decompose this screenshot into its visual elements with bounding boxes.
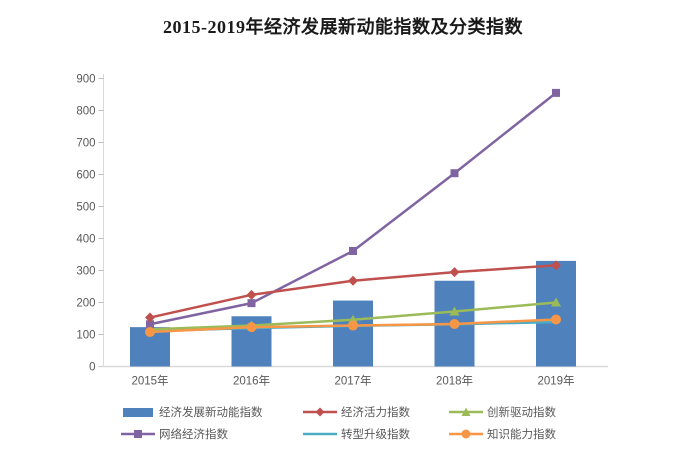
legend-label: 经济活力指数 bbox=[341, 407, 410, 419]
legend-label: 网络经济指数 bbox=[159, 429, 228, 441]
series-marker-diamond bbox=[551, 260, 561, 271]
line-triangle-swatch-icon bbox=[449, 407, 483, 416]
series-marker-square bbox=[247, 299, 256, 308]
y-axis-tick-label: 100 bbox=[76, 330, 95, 342]
legend-item-economic-vitality-index: 经济活力指数 bbox=[302, 404, 448, 420]
series-marker-circle bbox=[145, 326, 155, 337]
y-axis-tick-label: 800 bbox=[76, 106, 95, 118]
legend-label: 创新驱动指数 bbox=[487, 407, 556, 419]
line-diamond-swatch-icon bbox=[303, 407, 337, 417]
series-marker-diamond bbox=[449, 267, 460, 278]
legend-label: 知识能力指数 bbox=[487, 429, 556, 441]
legend-label: 转型升级指数 bbox=[341, 429, 410, 441]
series-marker-square bbox=[146, 320, 154, 329]
chart-plot-area: 0 100 200 300 400 500 600 700 800 900 2015年 2016年 20… bbox=[76, 74, 608, 388]
x-axis-category-label: 2017年 bbox=[334, 374, 371, 388]
x-axis-category-label: 2016年 bbox=[233, 374, 270, 388]
series-marker-diamond bbox=[145, 312, 155, 323]
y-axis-tick-label: 700 bbox=[76, 138, 95, 150]
legend-item-innovation-driven-index: 创新驱动指数 bbox=[448, 404, 588, 420]
series-marker-square bbox=[552, 88, 560, 97]
bar bbox=[333, 300, 373, 367]
series-marker-diamond bbox=[348, 275, 358, 286]
y-axis-tick-label: 0 bbox=[89, 362, 95, 374]
series-marker-square bbox=[450, 169, 459, 178]
legend-item-new-momentum-index: 经济发展新动能指数 bbox=[120, 404, 302, 420]
series-marker-circle bbox=[551, 314, 561, 325]
y-axis-tick-label: 900 bbox=[76, 74, 95, 86]
series-marker-square bbox=[349, 246, 357, 255]
y-axis-tick-label: 400 bbox=[76, 234, 95, 246]
line-square-swatch-icon bbox=[121, 430, 155, 438]
series-marker-circle bbox=[246, 322, 257, 333]
series-marker-triangle bbox=[551, 297, 561, 307]
x-axis-category-label: 2015年 bbox=[131, 374, 168, 388]
series-marker-circle bbox=[348, 320, 358, 331]
chart-legend: 经济发展新动能指数 经济活力指数 创新驱动指数 网络经济指数 转型升级指数 bbox=[120, 404, 588, 442]
y-axis-tick-label: 300 bbox=[76, 266, 95, 278]
x-axis-category-label: 2018年 bbox=[436, 374, 473, 388]
bar bbox=[536, 260, 576, 367]
y-axis-tick-label: 600 bbox=[76, 170, 95, 182]
legend-item-knowledge-capability-index: 知识能力指数 bbox=[448, 426, 588, 442]
bar-swatch-icon bbox=[123, 408, 153, 417]
legend-label: 经济发展新动能指数 bbox=[159, 407, 263, 419]
series-marker-circle bbox=[449, 318, 460, 329]
y-axis-tick-label: 200 bbox=[76, 298, 95, 310]
chart-title: 2015-2019年经济发展新动能指数及分类指数 bbox=[163, 17, 523, 37]
legend-item-transformation-upgrade-index: 转型升级指数 bbox=[302, 426, 448, 442]
line-swatch-icon bbox=[303, 432, 337, 436]
series-marker-triangle bbox=[449, 306, 460, 316]
x-axis-category-label: 2019年 bbox=[537, 374, 574, 388]
line-circle-swatch-icon bbox=[449, 429, 483, 439]
series-line bbox=[149, 91, 557, 326]
legend-item-network-economy-index: 网络经济指数 bbox=[120, 426, 302, 442]
y-axis-tick-label: 500 bbox=[76, 202, 95, 214]
series-marker-diamond bbox=[246, 289, 257, 300]
